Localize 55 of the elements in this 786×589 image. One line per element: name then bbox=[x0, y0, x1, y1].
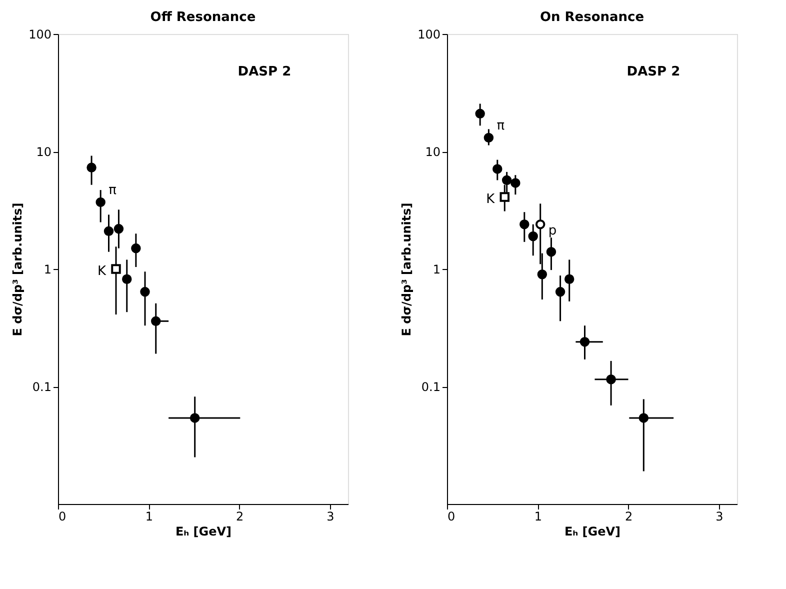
point bbox=[104, 226, 114, 236]
y-tick-label: 1 bbox=[44, 262, 52, 276]
point bbox=[510, 178, 520, 188]
point bbox=[484, 132, 494, 143]
annotation: DASP 2 bbox=[238, 64, 292, 80]
y-tick-label: 1 bbox=[432, 262, 440, 276]
y-tick-label: 10 bbox=[425, 145, 440, 159]
annotation: DASP 2 bbox=[626, 64, 680, 80]
point bbox=[114, 224, 124, 234]
point bbox=[546, 246, 556, 257]
y-tick-label: 0.1 bbox=[421, 380, 440, 394]
point bbox=[555, 286, 566, 297]
x-tick-label: 3 bbox=[716, 510, 724, 524]
point bbox=[638, 413, 649, 423]
y-tick-label: 100 bbox=[28, 28, 52, 42]
chart-title: On Resonance bbox=[540, 10, 644, 25]
annotation: π bbox=[108, 183, 117, 198]
annotation: p bbox=[548, 223, 557, 238]
x-tick-label: 1 bbox=[145, 510, 153, 524]
point bbox=[190, 413, 200, 423]
point bbox=[140, 286, 150, 297]
point bbox=[537, 270, 548, 280]
annotation: π bbox=[496, 118, 505, 134]
point bbox=[492, 164, 502, 174]
x-tick-label: 1 bbox=[534, 510, 542, 524]
x-axis-title: Eₕ [GeV] bbox=[564, 524, 621, 538]
point bbox=[475, 108, 485, 119]
x-axis-title: Eₕ [GeV] bbox=[175, 524, 232, 538]
point bbox=[564, 274, 574, 284]
point bbox=[606, 374, 616, 384]
x-tick-label: 0 bbox=[58, 510, 66, 524]
x-tick-label: 3 bbox=[326, 510, 334, 524]
y-axis-title: E dσ/dp³ [arb.units] bbox=[400, 202, 414, 336]
annotation: K bbox=[486, 192, 496, 207]
point bbox=[151, 316, 161, 326]
y-tick-label: 0.1 bbox=[32, 380, 52, 394]
point bbox=[111, 264, 121, 274]
point bbox=[535, 219, 546, 230]
point bbox=[502, 175, 512, 186]
point bbox=[500, 192, 510, 202]
chart-title: Off Resonance bbox=[150, 10, 256, 25]
point bbox=[96, 197, 106, 208]
annotation: K bbox=[97, 264, 106, 279]
point bbox=[86, 162, 96, 172]
point bbox=[580, 336, 590, 347]
y-tick-label: 100 bbox=[418, 28, 440, 42]
point bbox=[520, 219, 530, 230]
x-tick-label: 0 bbox=[448, 510, 456, 524]
point bbox=[122, 274, 132, 284]
x-tick-label: 2 bbox=[624, 510, 633, 524]
y-tick-label: 10 bbox=[36, 145, 52, 159]
x-tick-label: 2 bbox=[236, 510, 244, 524]
y-axis-title: E dσ/dp³ [arb.units] bbox=[10, 202, 25, 336]
point bbox=[528, 231, 538, 242]
point bbox=[131, 243, 141, 254]
